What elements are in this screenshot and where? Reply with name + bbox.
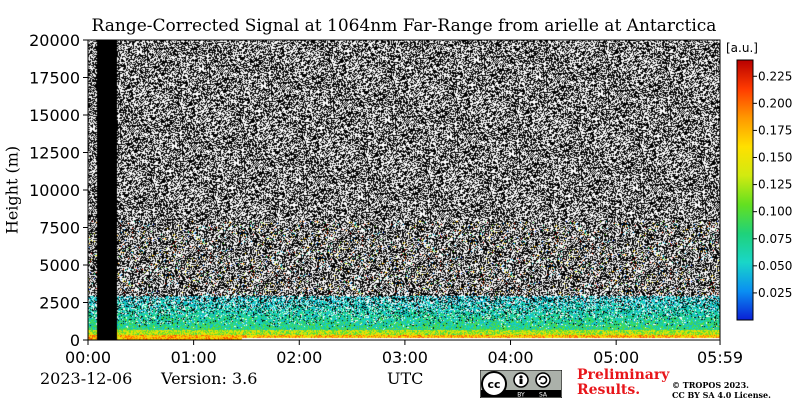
measurement-date: 2023-12-06 (40, 369, 133, 388)
axes: 0 2500 5000 7500 10000 12500 15000 17500 20000 00… (29, 31, 743, 367)
x-tick-label: 05:59 (697, 348, 743, 367)
x-tick-label: 02:00 (276, 348, 322, 367)
version-label: Version: 3.6 (161, 369, 258, 388)
cc-by-text: BY (517, 392, 525, 399)
copyright-line-2: CC BY SA 4.0 License. (672, 390, 771, 400)
colorbar-tick-label: 0.075 (758, 232, 792, 246)
y-axis-label: Height (m) (2, 145, 22, 235)
colorbar-tick-label: 0.175 (758, 123, 792, 137)
x-tick-label: 00:00 (65, 348, 111, 367)
cc-license-logo: cc BY SA (480, 370, 562, 398)
colorbar-tick-label: 0.050 (758, 259, 792, 273)
cc-sa-text: SA (539, 392, 548, 399)
x-tick-label: 01:00 (171, 348, 217, 367)
colorbar-tick-label: 0.200 (758, 96, 792, 110)
colorbar-tick-label: 0.225 (758, 69, 792, 83)
colorbar: 0.025 0.050 0.075 0.100 0.125 0.150 0.175 0.200… (736, 59, 792, 321)
colorbar-tick-label: 0.100 (758, 205, 792, 219)
colorbar-tick-label: 0.150 (758, 151, 792, 165)
y-tick-label: 7500 (39, 219, 80, 238)
chart-title: Range-Corrected Signal at 1064nm Far-Ran… (91, 16, 717, 36)
heatmap-raster (88, 40, 720, 340)
x-tick-label: 04:00 (487, 348, 533, 367)
preliminary-notice: Preliminary Results. (577, 368, 669, 398)
colorbar-unit: [a.u.] (726, 41, 758, 55)
x-axis-label: UTC (387, 369, 424, 388)
y-tick-label: 15000 (29, 106, 80, 125)
y-tick-label: 12500 (29, 144, 80, 163)
y-tick-label: 2500 (39, 294, 80, 313)
y-tick-label: 5000 (39, 256, 80, 275)
y-tick-label: 17500 (29, 69, 80, 88)
preliminary-line-1: Preliminary (577, 367, 670, 383)
plot-area (88, 40, 720, 340)
y-tick-label: 0 (70, 331, 80, 350)
colorbar-bar (736, 59, 754, 321)
colorbar-tick-label: 0.025 (758, 286, 792, 300)
y-tick-label: 10000 (29, 181, 80, 200)
preliminary-line-2: Results. (577, 382, 641, 398)
x-tick-label: 03:00 (382, 348, 428, 367)
colorbar-tick-label: 0.125 (758, 178, 792, 192)
svg-text:cc: cc (487, 378, 500, 391)
copyright-notice: © TROPOS 2023. CC BY SA 4.0 License. (672, 380, 771, 400)
copyright-line-1: © TROPOS 2023. (672, 380, 749, 390)
y-tick-label: 20000 (29, 31, 80, 50)
x-tick-label: 05:00 (593, 348, 639, 367)
